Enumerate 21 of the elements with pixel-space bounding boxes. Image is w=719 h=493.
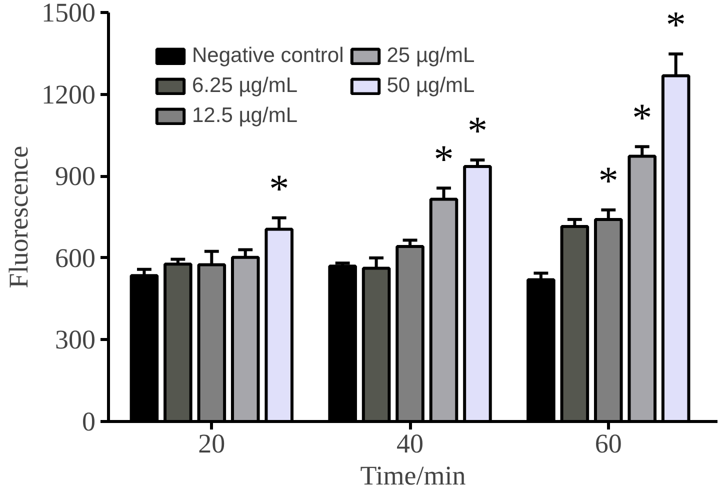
data-label: * (598, 158, 618, 204)
y-tick-label: 300 (55, 324, 96, 355)
y-tick-label: 900 (55, 161, 96, 192)
y-tick-label: 1200 (42, 79, 96, 110)
y-tick-label: 1500 (42, 0, 96, 28)
y-tick-label: 0 (82, 406, 96, 436)
x-axis-title: Time/min (360, 460, 466, 490)
x-tick-label: 20 (198, 428, 226, 458)
x-tick-label: 60 (594, 428, 622, 458)
legend-label: 50 µg/mL (386, 73, 475, 99)
legend-label: 12.5 µg/mL (192, 103, 298, 129)
legend-label: 6.25 µg/mL (192, 73, 298, 99)
data-label: * (434, 136, 454, 182)
data-label: * (269, 166, 290, 211)
y-tick-label: 600 (55, 242, 96, 273)
y-axis-title: Fluorescence (4, 146, 34, 288)
x-tick-label: 40 (396, 428, 424, 458)
data-label: * (467, 108, 488, 154)
legend-label: Negative control (192, 43, 344, 69)
legend-label: 25 µg/mL (386, 43, 475, 69)
data-label: * (632, 94, 652, 140)
